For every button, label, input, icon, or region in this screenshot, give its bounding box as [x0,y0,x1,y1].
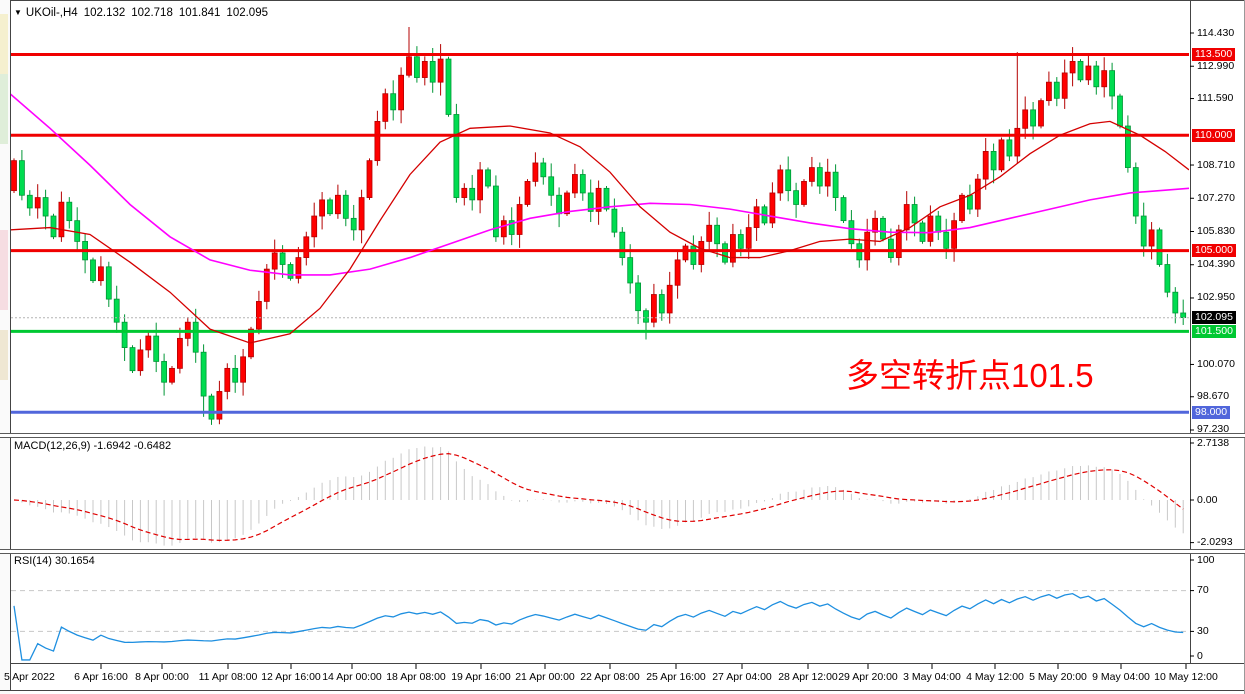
time-axis-label: 29 Apr 20:00 [838,671,898,683]
symbol-period: UKOil-,H4 [25,7,78,19]
price-tick-label: 112.990 [1197,59,1235,72]
time-axis-label: 22 Apr 08:00 [580,671,640,683]
level-price-label: 110.000 [1192,128,1236,142]
macd-axis-label: 0.00 [1197,493,1218,506]
chinese-text-annotation[interactable]: 多空转折点101.5 [846,357,1094,394]
price-tick-label: 97.230 [1197,423,1230,436]
macd-indicator-label: MACD(12,26,9) -1.6942 -0.6482 [14,440,172,452]
macd-pane [13,446,1184,546]
time-axis-label: 12 Apr 16:00 [261,671,321,683]
current-price-label: 102.095 [1192,311,1236,325]
ohlc-high: 102.718 [131,7,173,19]
level-price-label: 98.000 [1192,405,1231,419]
side-panel-edge [0,0,10,694]
price-tick-label: 111.590 [1197,92,1234,105]
ohlc-close: 102.095 [226,7,268,19]
rsi-axis-label: 100 [1197,553,1215,566]
time-axis-label: 28 Apr 12:00 [778,671,838,683]
time-axis-label: 5 Apr 2022 [4,671,55,683]
time-axis-label: 18 Apr 08:00 [386,671,446,683]
pane-splitter-rsi[interactable] [0,549,1245,554]
rsi-axis-label: 30 [1197,624,1209,637]
price-tick-label: 108.710 [1197,158,1235,171]
price-tick-label: 114.430 [1197,26,1235,39]
pane-splitter-macd[interactable] [0,433,1245,438]
ma-slow-line [11,93,1189,276]
side-panel-row [0,74,8,144]
ma-fast-line [11,120,1189,344]
price-tick-label: 98.670 [1197,390,1230,403]
ohlc-open: 102.132 [83,7,126,19]
time-axis-label: 25 Apr 16:00 [646,671,706,683]
level-price-label: 101.500 [1192,324,1236,338]
symbol-dropdown-icon[interactable]: ▼ [14,8,22,17]
macd-signal-line [13,453,1184,542]
level-price-label: 113.500 [1192,47,1236,61]
time-axis-label: 27 Apr 04:00 [712,671,772,683]
time-axis-label: 10 May 12:00 [1154,671,1218,683]
rsi-axis-label: 0 [1197,649,1203,662]
time-axis-label: 5 May 20:00 [1029,671,1087,683]
side-panel-row [0,14,8,74]
side-panel-row [0,230,8,310]
rsi-pane [11,590,1189,661]
side-panel-row [0,330,8,380]
time-axis-label: 6 Apr 16:00 [74,671,128,683]
price-tick-label: 107.270 [1197,191,1235,204]
price-tick-label: 105.830 [1197,224,1235,237]
ohlc-low: 101.841 [178,7,221,19]
time-axis-label: 8 Apr 00:00 [135,671,189,683]
symbol-ohlc-header: ▼ UKOil-,H4 102.132 102.718 101.841 102.095 [14,7,268,19]
price-pane [11,26,1189,425]
macd-axis-label: 2.7138 [1197,436,1230,449]
price-tick-label: 100.070 [1197,357,1235,370]
time-axis-label: 11 Apr 08:00 [198,671,258,683]
macd-axis-label: -2.0293 [1197,536,1233,549]
rsi-line [13,592,1184,661]
price-tick-label: 104.390 [1197,258,1235,271]
time-axis-label: 19 Apr 16:00 [451,671,511,683]
time-axis-label: 3 May 04:00 [903,671,961,683]
rsi-axis-label: 70 [1197,584,1209,597]
price-tick-label: 102.950 [1197,291,1235,304]
time-axis-label: 9 May 04:00 [1092,671,1150,683]
rsi-indicator-label: RSI(14) 30.1654 [14,555,95,567]
level-price-label: 105.000 [1192,244,1236,258]
candles [11,26,1187,425]
time-axis-label: 14 Apr 00:00 [322,671,382,683]
time-axis-label: 21 Apr 00:00 [515,671,575,683]
time-axis-label: 4 May 12:00 [966,671,1024,683]
